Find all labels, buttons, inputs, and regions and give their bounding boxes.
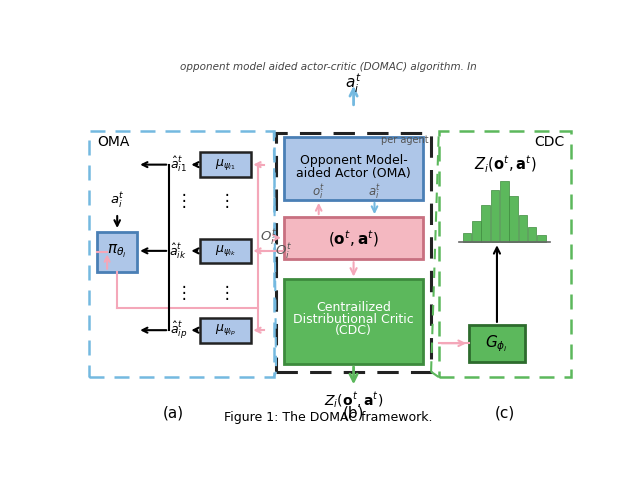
Bar — [200, 152, 250, 177]
Text: $\mu_{\psi_{ik}}$: $\mu_{\psi_{ik}}$ — [214, 243, 236, 258]
Bar — [97, 232, 138, 272]
Text: (CDC): (CDC) — [335, 324, 372, 337]
Text: $\hat{a}_{ik}^t$: $\hat{a}_{ik}^t$ — [170, 241, 187, 261]
Text: $\vdots$: $\vdots$ — [218, 191, 229, 210]
Text: opponent model aided actor-critic (DOMAC) algorithm. In: opponent model aided actor-critic (DOMAC… — [180, 62, 476, 72]
Text: per agent: per agent — [381, 135, 429, 145]
Text: aided Actor (OMA): aided Actor (OMA) — [296, 168, 411, 180]
Bar — [481, 205, 490, 242]
Bar — [537, 235, 546, 242]
Bar — [276, 133, 431, 372]
Text: $Z_i(\mathbf{o}^t,\mathbf{a}^t)$: $Z_i(\mathbf{o}^t,\mathbf{a}^t)$ — [324, 390, 383, 410]
Text: Centrailized: Centrailized — [316, 301, 391, 314]
Text: $o_i^t$: $o_i^t$ — [312, 183, 325, 203]
Text: $O_i^t$: $O_i^t$ — [260, 228, 278, 248]
Bar — [200, 318, 250, 343]
Text: $\mu_{\psi_{i1}}$: $\mu_{\psi_{i1}}$ — [215, 157, 236, 172]
Text: $Z_i(\mathbf{o}^t,\mathbf{a}^t)$: $Z_i(\mathbf{o}^t,\mathbf{a}^t)$ — [474, 154, 536, 175]
Bar — [284, 137, 423, 200]
Text: $a_i^t$: $a_i^t$ — [368, 183, 381, 203]
Bar — [90, 131, 274, 377]
Bar — [439, 131, 571, 377]
Text: $a_i^t$: $a_i^t$ — [346, 72, 362, 95]
Text: $\vdots$: $\vdots$ — [175, 191, 186, 210]
Text: $\hat{a}_{i1}^t$: $\hat{a}_{i1}^t$ — [170, 155, 187, 174]
Text: OMA: OMA — [97, 134, 129, 149]
Bar — [518, 215, 527, 242]
Text: $\vdots$: $\vdots$ — [175, 283, 186, 302]
Text: $\vdots$: $\vdots$ — [218, 283, 229, 302]
Text: Distributional Critic: Distributional Critic — [293, 313, 414, 326]
Bar — [284, 279, 423, 364]
Bar — [200, 239, 250, 263]
Text: $a_i^t$: $a_i^t$ — [110, 191, 125, 210]
Bar — [500, 181, 509, 242]
Text: $O_i^t$: $O_i^t$ — [275, 241, 292, 261]
Text: $(\mathbf{o}^t, \mathbf{a}^t)$: $(\mathbf{o}^t, \mathbf{a}^t)$ — [328, 228, 379, 249]
Text: (c): (c) — [495, 406, 515, 421]
Text: CDC: CDC — [534, 134, 564, 149]
Text: $\mu_{\psi_{ip}}$: $\mu_{\psi_{ip}}$ — [214, 323, 236, 338]
Text: Opponent Model-: Opponent Model- — [300, 154, 408, 168]
Text: (a): (a) — [163, 406, 184, 421]
Bar — [472, 221, 481, 242]
Text: Figure 1: The DOMAC framework.: Figure 1: The DOMAC framework. — [224, 411, 432, 424]
Text: (b): (b) — [343, 406, 364, 421]
Bar — [491, 190, 499, 242]
Bar — [509, 196, 518, 242]
Bar — [463, 233, 472, 242]
Text: $G_{\phi_i}$: $G_{\phi_i}$ — [486, 333, 508, 354]
Bar — [469, 325, 525, 362]
Text: $\pi_{\theta_i}$: $\pi_{\theta_i}$ — [108, 243, 127, 261]
Text: $\hat{a}_{ip}^t$: $\hat{a}_{ip}^t$ — [170, 320, 187, 341]
Bar — [284, 217, 423, 259]
Bar — [528, 227, 536, 242]
